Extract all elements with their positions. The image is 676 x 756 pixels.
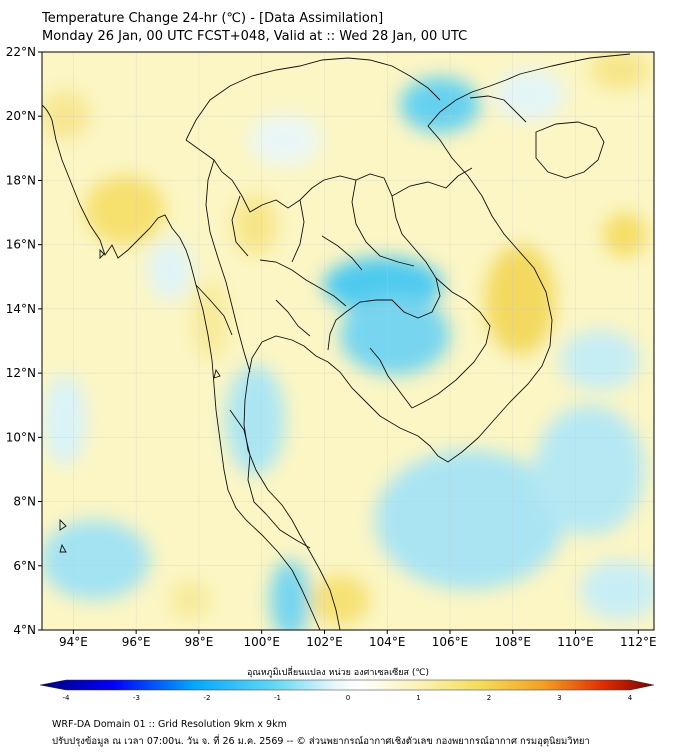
colorbar-tick-label: -1 xyxy=(274,694,281,700)
colorbar-bar xyxy=(39,679,655,691)
lon-label: 94°E xyxy=(59,635,88,649)
lat-label: 14°N xyxy=(6,302,36,316)
colorbar-ticks: -4 -3 -2 -1 0 1 2 3 4 xyxy=(63,694,633,700)
temperature-field xyxy=(42,52,654,630)
lat-label: 8°N xyxy=(13,495,36,509)
colorbar-tick-label: 0 xyxy=(346,694,350,700)
lon-label: 96°E xyxy=(122,635,151,649)
footer-resolution: WRF-DA Domain 01 :: Grid Resolution 9km … xyxy=(52,719,287,730)
lat-label: 20°N xyxy=(6,109,36,123)
colorbar-tick-label: -2 xyxy=(204,694,211,700)
lon-label: 102°E xyxy=(306,635,343,649)
map-frame xyxy=(41,51,655,631)
lon-label: 108°E xyxy=(495,635,532,649)
lat-label: 12°N xyxy=(6,366,36,380)
chart-subtitle: Monday 26 Jan, 00 UTC FCST+048, Valid at… xyxy=(42,29,468,44)
indochina-coast xyxy=(327,53,631,463)
lon-label: 104°E xyxy=(369,635,406,649)
colorbar-tick-label: 1 xyxy=(416,694,420,700)
colorbar-title: อุณหภูมิเปลี่ยนแปลง หน่วย องศาเซลเซียส (… xyxy=(246,668,430,678)
colorbar: -4 -3 -2 -1 0 1 2 3 4 xyxy=(39,679,655,700)
lat-label: 18°N xyxy=(6,173,36,187)
colorbar-tick-label: 2 xyxy=(487,694,491,700)
lat-label: 10°N xyxy=(6,430,36,444)
chart-title: Temperature Change 24-hr (℃) - [Data Ass… xyxy=(42,11,384,26)
lon-label: 112°E xyxy=(620,635,657,649)
colorbar-tick-label: 3 xyxy=(557,694,561,700)
footer-credit: ปรับปรุงข้อมูล ณ เวลา 07:00น. วัน จ. ที่… xyxy=(52,736,590,747)
colorbar-tick-label: -3 xyxy=(133,694,140,700)
lat-label: 16°N xyxy=(6,238,36,252)
thai-peninsula-east-coast xyxy=(243,335,341,630)
lon-label: 98°E xyxy=(184,635,213,649)
longitude-labels: 94°E 96°E 98°E 100°E 102°E 104°E 106°E 108°E 110… xyxy=(59,630,657,649)
colorbar-tick-label: 4 xyxy=(628,694,633,700)
hainan-island xyxy=(535,121,605,179)
country-borders xyxy=(185,139,441,351)
lon-label: 100°E xyxy=(243,635,280,649)
lat-label: 4°N xyxy=(13,623,36,637)
lon-label: 110°E xyxy=(557,635,594,649)
lon-label: 106°E xyxy=(432,635,469,649)
latitude-labels: 4°N 6°N 8°N 10°N 12°N 14°N 16°N 18°N 20°N 22°N xyxy=(6,45,42,637)
myanmar-coast xyxy=(42,104,321,630)
coastlines-borders xyxy=(42,53,631,630)
colorbar-tick-label: -4 xyxy=(63,694,71,700)
lat-label: 22°N xyxy=(6,45,36,59)
temperature-change-map: 4°N 6°N 8°N 10°N 12°N 14°N 16°N 18°N 20°N 22°N 94… xyxy=(6,45,657,700)
lat-label: 6°N xyxy=(13,559,36,573)
